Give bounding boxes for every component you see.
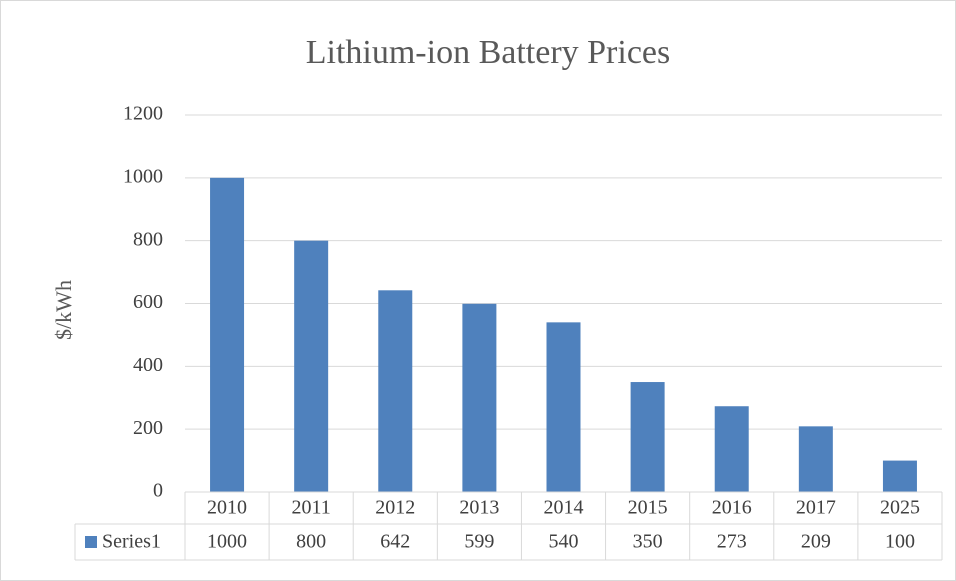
- table-value: 540: [549, 531, 579, 553]
- x-tick-label: 2010: [207, 497, 247, 519]
- bar: [630, 382, 665, 492]
- x-tick-label: 2017: [796, 497, 836, 519]
- x-tick-label: 2014: [544, 497, 584, 519]
- y-tick-label: 1200: [123, 103, 163, 125]
- chart-title: Lithium-ion Battery Prices: [306, 34, 671, 71]
- table-value: 209: [801, 531, 831, 553]
- y-axis-label: $/kWh: [51, 280, 76, 340]
- y-tick-label: 600: [133, 291, 163, 313]
- table-value: 642: [380, 531, 410, 553]
- bar: [714, 406, 749, 492]
- x-tick-label: 2016: [712, 497, 752, 519]
- x-tick-label: 2013: [459, 497, 499, 519]
- table-value: 100: [885, 531, 915, 553]
- legend-label: Series1: [102, 531, 161, 553]
- table-value: 1000: [207, 531, 247, 553]
- legend-swatch: [85, 536, 97, 548]
- table-value: 800: [296, 531, 326, 553]
- bar: [546, 322, 581, 492]
- y-tick-label: 400: [133, 354, 163, 376]
- y-tick-label: 0: [153, 480, 163, 502]
- x-tick-label: 2011: [292, 497, 331, 519]
- table-value: 350: [633, 531, 663, 553]
- y-tick-label: 200: [133, 417, 163, 439]
- bar: [294, 240, 329, 492]
- bar: [378, 290, 413, 492]
- x-tick-label: 2025: [880, 497, 920, 519]
- y-tick-label: 800: [133, 228, 163, 250]
- bar: [882, 460, 917, 492]
- x-tick-label: 2012: [375, 497, 415, 519]
- y-tick-label: 1000: [123, 165, 163, 187]
- bar: [798, 426, 833, 492]
- bar: [462, 303, 497, 492]
- table-value: 273: [717, 531, 747, 553]
- bar: [210, 177, 245, 493]
- table-value: 599: [464, 531, 494, 553]
- x-tick-label: 2015: [628, 497, 668, 519]
